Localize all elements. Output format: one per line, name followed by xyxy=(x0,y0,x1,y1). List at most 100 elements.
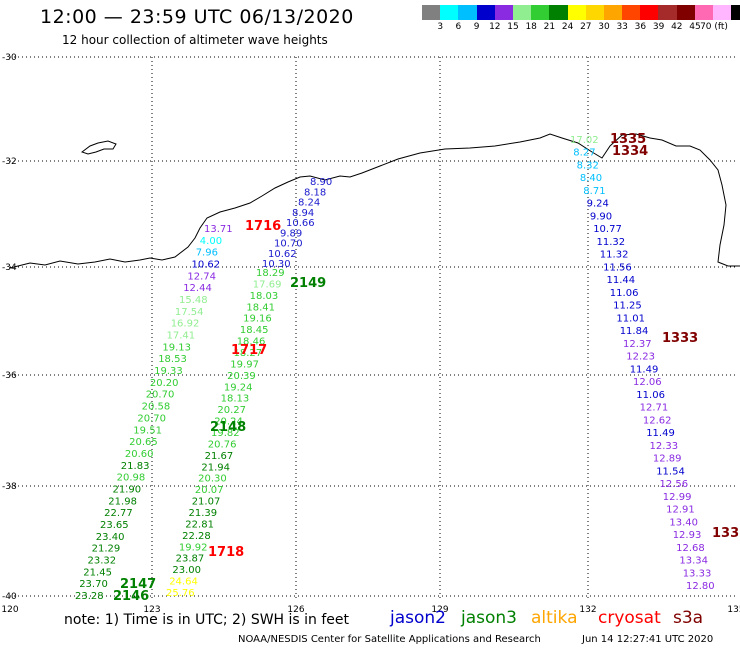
swh-label-right-track: 12.62 xyxy=(643,415,672,426)
swh-label-right-track: 13.40 xyxy=(669,517,698,528)
swh-label-inner-track: 8.18 xyxy=(304,187,326,198)
colorbar-swatch xyxy=(658,5,677,20)
swh-label-right-track: 13.33 xyxy=(683,568,712,579)
colorbar-swatch xyxy=(512,5,532,20)
legend-cryosat: cryosat xyxy=(598,608,661,628)
map-subtitle: 12 hour collection of altimeter wave hei… xyxy=(62,33,328,47)
swh-label-mid-track: 21.67 xyxy=(205,451,234,462)
colorbar-swatch xyxy=(676,5,695,20)
legend-altika: altika xyxy=(531,608,578,628)
swh-label-outer-track: 21.29 xyxy=(92,544,121,555)
swh-label-inner-track: 10.66 xyxy=(286,218,315,229)
colorbar-swatch xyxy=(567,5,586,20)
swh-label-inner-track: 8.94 xyxy=(292,208,314,219)
lat-tick-label: -34 xyxy=(2,263,17,273)
pass-time-label: 2149 xyxy=(290,276,326,291)
swh-label-outer-track: 19.33 xyxy=(154,366,183,377)
swh-label-outer-track: 23.65 xyxy=(100,520,129,531)
swh-label-outer-track: 4.00 xyxy=(200,236,222,247)
swh-label-mid-track: 20.07 xyxy=(195,485,224,496)
swh-label-outer-track: 23.70 xyxy=(79,579,108,590)
legend-s3a: s3a xyxy=(673,608,704,628)
swh-label-right-track: 12.06 xyxy=(633,377,662,388)
pass-time-label: 1334 xyxy=(612,144,648,159)
colorbar-label: 9 xyxy=(473,22,480,32)
swh-label-right-track: 12.33 xyxy=(650,441,679,452)
pass-time-label: 1717 xyxy=(231,343,267,358)
colorbar-label: 39 xyxy=(652,22,665,32)
swh-label-right-track: 11.06 xyxy=(610,288,639,299)
axis-tick-labels: 120 123 126 129 132 135 -30 -32 -34 -36 -38 -40 xyxy=(1,53,740,615)
lon-tick-label: 135 xyxy=(727,605,740,615)
swh-label-right-track: 11.01 xyxy=(616,313,645,324)
swh-label-mid-track: 23.00 xyxy=(172,565,201,576)
legend-jason2: jason2 xyxy=(390,608,446,628)
swh-label-outer-track: 16.92 xyxy=(171,319,200,330)
pass-time-label: 1335 xyxy=(610,132,646,147)
swh-label-inner-track: 10.70 xyxy=(274,239,303,250)
swh-label-mid-track: 17.69 xyxy=(253,279,282,290)
swh-label-mid-track: 18.13 xyxy=(221,394,250,405)
colorbar-label: 21 xyxy=(543,22,556,32)
swh-label-right-track: 9.90 xyxy=(590,212,612,223)
colorbar-label: 27 xyxy=(580,22,592,32)
swh-label-mid-track: 24.64 xyxy=(169,577,198,588)
altimeter-tracks: 8.908.188.248.9410.669.8910.7010.6210.30… xyxy=(75,135,715,602)
colorbar-swatch xyxy=(494,5,513,20)
swh-label-outer-track: 19.13 xyxy=(162,342,191,353)
swh-label-mid-track: 18.45 xyxy=(240,325,269,336)
swh-label-right-track: 8.40 xyxy=(580,173,602,184)
colorbar-swatch xyxy=(531,5,550,20)
swh-label-mid-track: 20.30 xyxy=(198,474,227,485)
pass-time-label: 2147 xyxy=(120,577,156,592)
swh-label-outer-track: 20.98 xyxy=(117,473,146,484)
colorbar-label: 6 xyxy=(455,22,462,32)
swh-label-right-track: 11.44 xyxy=(607,275,636,286)
swh-label-right-track: 8.27 xyxy=(573,148,595,159)
swh-label-right-track: 17.02 xyxy=(570,135,599,146)
swh-label-right-track: 11.54 xyxy=(656,466,685,477)
swh-label-outer-track: 20.20 xyxy=(150,378,179,389)
swh-label-outer-track: 23.32 xyxy=(88,556,117,567)
swh-label-right-track: 12.37 xyxy=(623,339,652,350)
colorbar-label: 42 xyxy=(671,22,683,32)
swh-label-outer-track: 21.45 xyxy=(83,567,112,578)
lat-tick-label: -30 xyxy=(2,53,17,63)
swh-label-outer-track: 21.90 xyxy=(113,485,142,496)
swh-label-inner-track: 10.30 xyxy=(262,259,291,270)
colorbar-swatch xyxy=(549,5,568,20)
map-title: 12:00 — 23:59 UTC 06/13/2020 xyxy=(40,6,354,28)
wave-height-colorbar xyxy=(422,5,740,20)
lon-tick-label: 129 xyxy=(431,605,448,615)
swh-label-right-track: 12.80 xyxy=(686,581,715,592)
colorbar-label: 18 xyxy=(525,22,537,32)
pass-time-label: 2146 xyxy=(113,589,149,604)
swh-label-outer-track: 20.70 xyxy=(137,413,166,424)
colorbar-label: 45 xyxy=(689,22,701,32)
swh-label-outer-track: 23.28 xyxy=(75,591,104,602)
swh-label-outer-track: 7.96 xyxy=(196,248,218,259)
swh-label-right-track: 12.89 xyxy=(653,454,682,465)
swh-label-right-track: 11.25 xyxy=(613,301,642,312)
swh-label-mid-track: 20.27 xyxy=(217,405,246,416)
island-outline xyxy=(80,140,117,155)
swh-label-right-track: 11.32 xyxy=(600,250,629,261)
swh-label-right-track: 12.23 xyxy=(626,352,655,363)
colorbar-label: 30 xyxy=(598,22,610,32)
swh-label-outer-track: 20.60 xyxy=(125,449,154,460)
credit-line: NOAA/NESDIS Center for Satellite Applica… xyxy=(238,634,541,645)
swh-label-mid-track: 18.03 xyxy=(250,291,279,302)
swh-label-mid-track: 18.27 xyxy=(234,348,263,359)
swh-label-inner-track: 8.90 xyxy=(310,177,332,188)
colorbar-label: 36 xyxy=(634,22,647,32)
swh-label-right-track: 10.77 xyxy=(593,224,622,235)
swh-label-mid-track: 18.29 xyxy=(256,268,285,279)
swh-label-mid-track: 20.76 xyxy=(208,439,237,450)
colorbar-label: 12 xyxy=(489,22,501,32)
colorbar-swatch xyxy=(458,5,477,20)
swh-label-mid-track: 18.46 xyxy=(237,337,266,348)
swh-label-outer-track: 23.40 xyxy=(96,532,125,543)
swh-label-outer-track: 10.62 xyxy=(192,260,221,271)
